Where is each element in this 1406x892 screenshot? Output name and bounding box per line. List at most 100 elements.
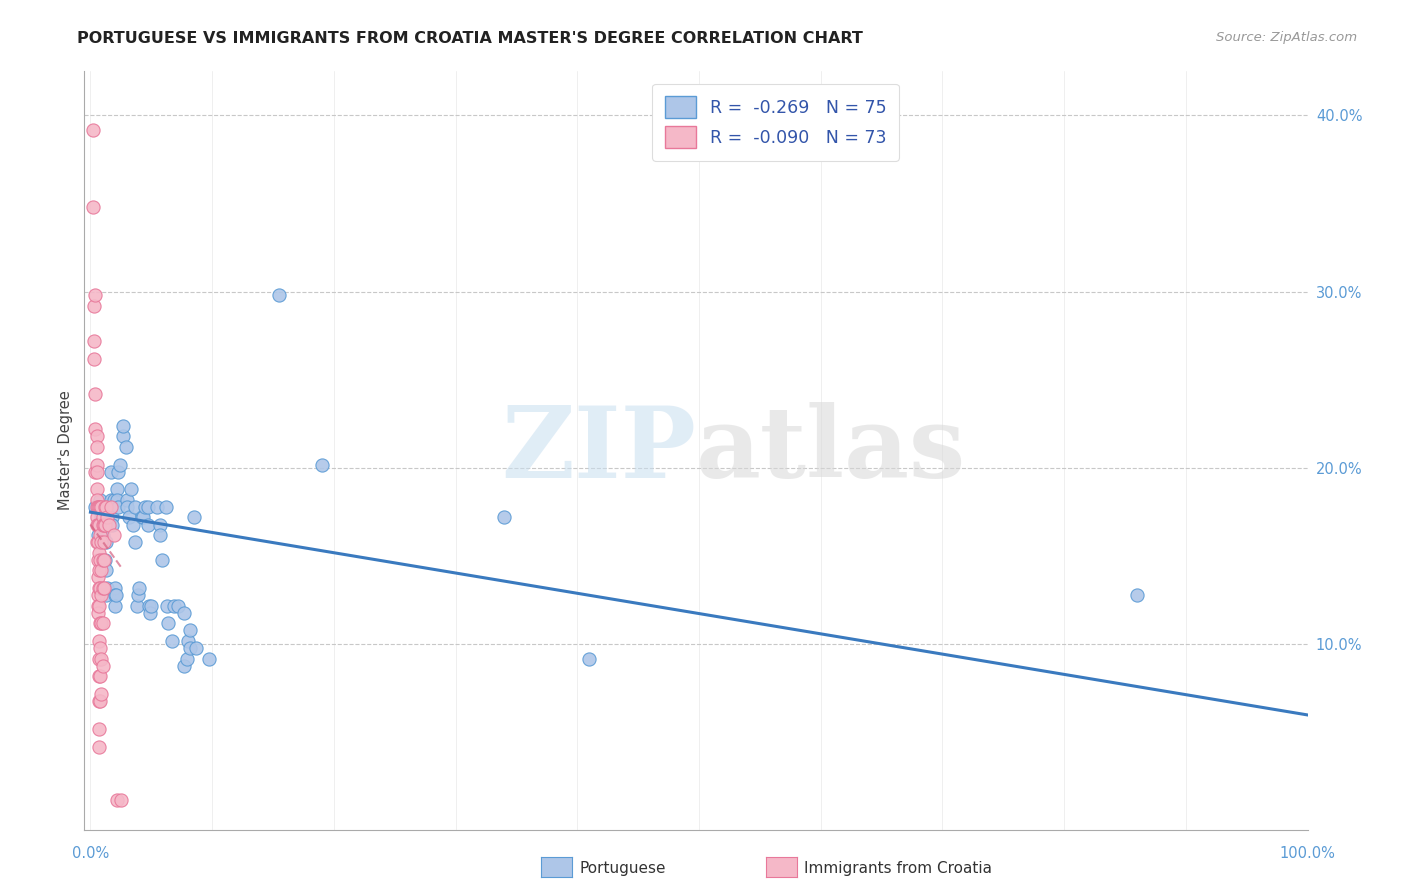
Point <box>86 517 108 532</box>
Point <box>82 200 104 214</box>
Point <box>86 440 108 454</box>
Point <box>1126 588 1149 602</box>
Point <box>98 500 121 514</box>
Text: ZIP: ZIP <box>501 402 696 499</box>
Point <box>87 739 110 754</box>
Point <box>149 528 172 542</box>
Point <box>105 492 128 507</box>
Point <box>87 581 110 595</box>
Text: atlas: atlas <box>696 402 966 499</box>
Point <box>96 581 118 595</box>
Point <box>494 510 516 524</box>
Point <box>105 482 128 496</box>
Text: Portuguese: Portuguese <box>579 862 666 876</box>
Point <box>105 588 128 602</box>
Point <box>94 517 117 532</box>
Point <box>97 500 120 514</box>
Point <box>91 553 114 567</box>
Point <box>87 570 110 584</box>
Point <box>87 599 110 613</box>
Point <box>100 500 122 514</box>
Point <box>82 122 104 136</box>
Point <box>87 651 110 665</box>
Point <box>87 517 110 532</box>
Point <box>89 553 111 567</box>
Point <box>107 465 129 479</box>
Point <box>91 658 114 673</box>
Point <box>96 510 118 524</box>
Point <box>86 458 108 472</box>
Point <box>87 528 110 542</box>
Point <box>124 535 146 549</box>
Point <box>91 581 114 595</box>
Point <box>160 633 183 648</box>
Text: PORTUGUESE VS IMMIGRANTS FROM CROATIA MASTER'S DEGREE CORRELATION CHART: PORTUGUESE VS IMMIGRANTS FROM CROATIA MA… <box>77 31 863 46</box>
Point <box>97 517 120 532</box>
Point <box>155 500 177 514</box>
Point <box>96 563 118 577</box>
Point <box>93 581 115 595</box>
Point <box>104 588 127 602</box>
Point <box>90 535 112 549</box>
Point <box>86 429 108 443</box>
Point <box>269 288 291 302</box>
Point <box>89 500 111 514</box>
Point <box>84 288 107 302</box>
Point <box>101 517 124 532</box>
Point <box>90 616 112 631</box>
Point <box>91 528 114 542</box>
Point <box>197 651 219 665</box>
Point <box>149 517 172 532</box>
Point <box>115 492 138 507</box>
Point <box>89 528 111 542</box>
Point <box>134 500 156 514</box>
Point <box>87 517 110 532</box>
Point <box>89 492 111 507</box>
Text: Source: ZipAtlas.com: Source: ZipAtlas.com <box>1216 31 1357 45</box>
Point <box>90 500 112 514</box>
Point <box>87 500 110 514</box>
Point <box>87 535 110 549</box>
Point <box>87 669 110 683</box>
Point <box>90 651 112 665</box>
Point <box>84 387 107 401</box>
Point <box>84 465 107 479</box>
Point <box>96 588 118 602</box>
Point <box>89 581 111 595</box>
Point <box>179 640 201 655</box>
Point <box>87 588 110 602</box>
Point <box>96 500 118 514</box>
Point <box>83 334 105 348</box>
Point <box>311 458 333 472</box>
Point <box>90 535 112 549</box>
Point <box>141 599 163 613</box>
Point <box>163 599 186 613</box>
Point <box>93 517 115 532</box>
Point <box>125 599 148 613</box>
Point <box>112 429 135 443</box>
Point <box>91 616 114 631</box>
Point <box>139 606 162 620</box>
Point <box>87 633 110 648</box>
Point <box>186 640 208 655</box>
Point <box>150 553 173 567</box>
Point <box>105 792 128 806</box>
Point <box>100 492 122 507</box>
Point <box>86 492 108 507</box>
Point <box>87 553 110 567</box>
Point <box>112 418 135 433</box>
Point <box>100 465 122 479</box>
Point <box>157 616 180 631</box>
Point <box>87 546 110 560</box>
Point <box>177 633 200 648</box>
Point <box>110 792 132 806</box>
Point <box>87 599 110 613</box>
Point <box>89 669 111 683</box>
Point <box>89 694 111 708</box>
Point <box>108 458 131 472</box>
Point <box>87 606 110 620</box>
Point <box>173 606 195 620</box>
Point <box>94 500 117 514</box>
Point <box>90 687 112 701</box>
Point <box>127 588 149 602</box>
